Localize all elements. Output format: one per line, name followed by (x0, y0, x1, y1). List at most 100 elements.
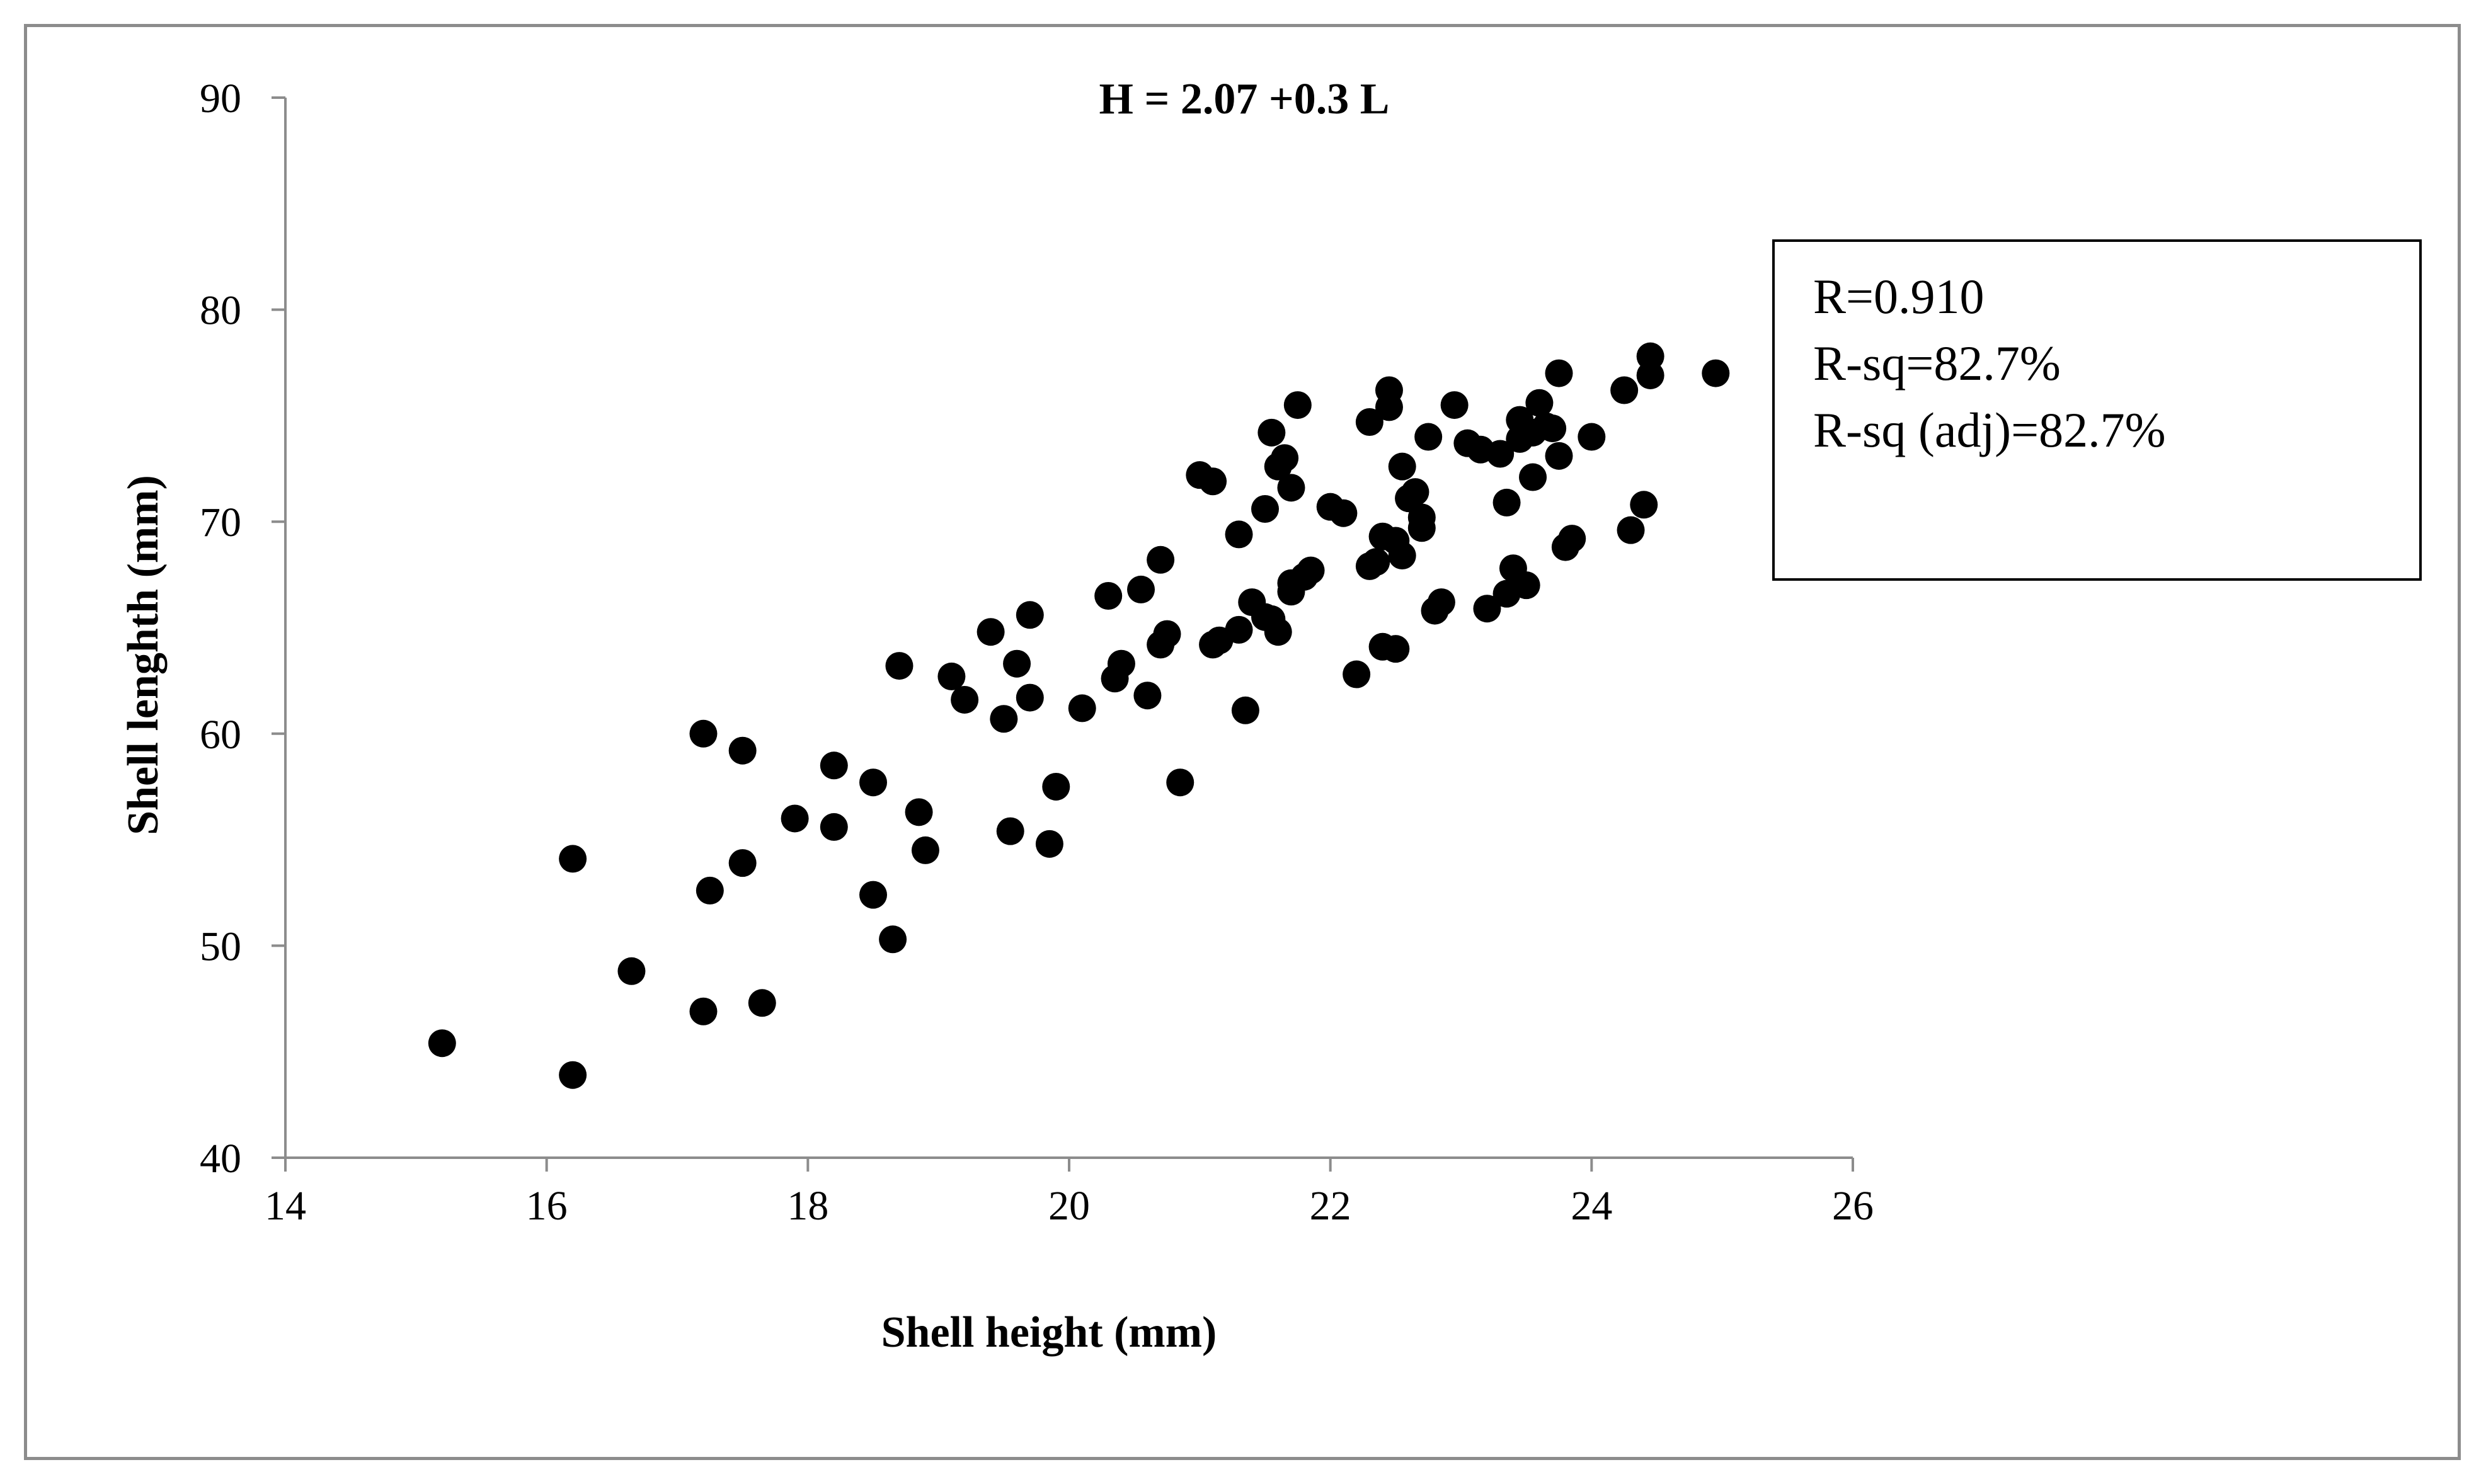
data-point (1407, 514, 1436, 542)
data-point (1035, 830, 1063, 858)
data-point (559, 845, 587, 873)
x-tick-label: 26 (1832, 1183, 1874, 1229)
data-point (859, 881, 887, 909)
data-point (1427, 588, 1455, 617)
data-point (1166, 768, 1194, 797)
data-point (689, 997, 718, 1025)
data-point (1375, 393, 1403, 421)
data-point (617, 957, 646, 985)
x-tick-label: 14 (265, 1183, 306, 1229)
x-tick-label: 20 (1048, 1183, 1090, 1229)
data-point (559, 1061, 587, 1089)
data-point (1283, 391, 1312, 420)
data-point (1538, 414, 1567, 443)
data-point (1127, 575, 1155, 603)
data-point (1388, 452, 1416, 481)
data-point (1042, 772, 1070, 801)
data-point (1558, 525, 1586, 553)
data-point (1225, 520, 1253, 549)
data-point (1401, 478, 1429, 506)
y-tick-label: 50 (200, 923, 241, 969)
data-point (1107, 649, 1135, 678)
data-point (1271, 444, 1299, 472)
data-point (1473, 595, 1501, 623)
data-point (1225, 615, 1253, 644)
data-point (905, 798, 933, 826)
data-point (781, 804, 809, 833)
data-point (696, 876, 724, 905)
data-point (728, 736, 757, 765)
y-tick-label: 60 (200, 712, 241, 758)
data-point (937, 662, 966, 690)
data-point (728, 849, 757, 877)
stats-r-sq: R-sq=82.7% (1813, 336, 2061, 391)
data-point (1382, 635, 1410, 663)
data-point (1133, 682, 1162, 710)
data-point (996, 817, 1024, 845)
data-point (1094, 582, 1123, 610)
data-point (1297, 556, 1325, 585)
x-tick-label: 24 (1571, 1183, 1612, 1229)
chart-title: H = 2.07 +0.3 L (1099, 75, 1390, 123)
data-point (1630, 491, 1658, 519)
data-point (1199, 467, 1227, 496)
y-tick-label: 40 (200, 1136, 241, 1182)
data-point (1702, 359, 1730, 387)
data-point (1016, 601, 1044, 629)
x-axis-title: Shell height (mm) (881, 1308, 1217, 1357)
data-point (1068, 694, 1096, 722)
stats-box-border (1772, 239, 2422, 581)
data-point (1231, 696, 1259, 724)
data-point (1512, 571, 1540, 600)
data-point (1414, 423, 1443, 451)
data-point (820, 813, 848, 841)
data-point (911, 836, 939, 864)
data-point (689, 719, 718, 748)
data-point (1355, 408, 1383, 436)
data-point (859, 768, 887, 797)
data-point (1003, 649, 1031, 678)
data-point (885, 652, 914, 680)
data-point (1251, 495, 1279, 523)
data-point (1388, 542, 1416, 570)
y-tick-label: 70 (200, 499, 241, 545)
data-point (1578, 423, 1606, 451)
data-point (1147, 545, 1175, 574)
data-points (428, 342, 1730, 1089)
y-tick-label: 90 (200, 76, 241, 122)
y-axis-title: Shell lenghth (mm) (119, 475, 168, 835)
stats-box: R=0.910 R-sq=82.7% R-sq (adj)=82.7% (1772, 239, 2422, 581)
stats-r: R=0.910 (1813, 269, 1985, 324)
data-point (1545, 359, 1573, 387)
data-point (1362, 548, 1390, 576)
data-point (1636, 342, 1664, 370)
data-point (1610, 376, 1639, 404)
data-point (977, 618, 1005, 646)
data-point (879, 925, 907, 954)
x-tick-label: 18 (787, 1183, 828, 1229)
data-point (1519, 463, 1547, 491)
data-point (1329, 499, 1358, 527)
data-point (1277, 474, 1305, 502)
axes: 14 16 18 20 22 24 26 40 50 60 70 80 90 (200, 76, 1874, 1229)
data-point (1636, 361, 1664, 389)
stats-r-sq-adj: R-sq (adj)=82.7% (1813, 402, 2166, 457)
data-point (1545, 442, 1573, 470)
data-point (951, 685, 979, 714)
data-point (1257, 418, 1286, 447)
data-point (820, 751, 848, 780)
data-point (990, 705, 1018, 733)
x-tick-label: 16 (526, 1183, 568, 1229)
data-point (1525, 389, 1554, 417)
data-point (1343, 660, 1371, 688)
data-point (748, 989, 776, 1017)
data-point (1016, 683, 1044, 712)
data-point (1153, 620, 1181, 648)
x-tick-label: 22 (1310, 1183, 1351, 1229)
data-point (1440, 391, 1469, 420)
data-point (1617, 516, 1645, 544)
data-point (1492, 488, 1521, 517)
data-point (428, 1029, 456, 1058)
y-tick-label: 80 (200, 288, 241, 334)
